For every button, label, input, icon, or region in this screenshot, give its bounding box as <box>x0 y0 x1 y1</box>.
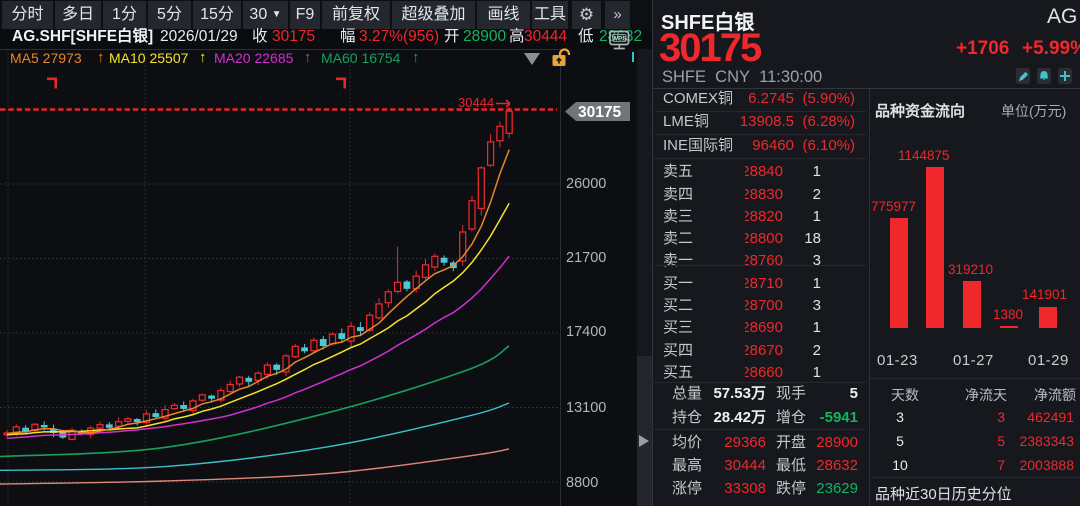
svg-text:30175: 30175 <box>578 104 621 121</box>
svg-text:WPS: WPS <box>612 35 627 42</box>
svg-text:30444: 30444 <box>458 95 494 110</box>
